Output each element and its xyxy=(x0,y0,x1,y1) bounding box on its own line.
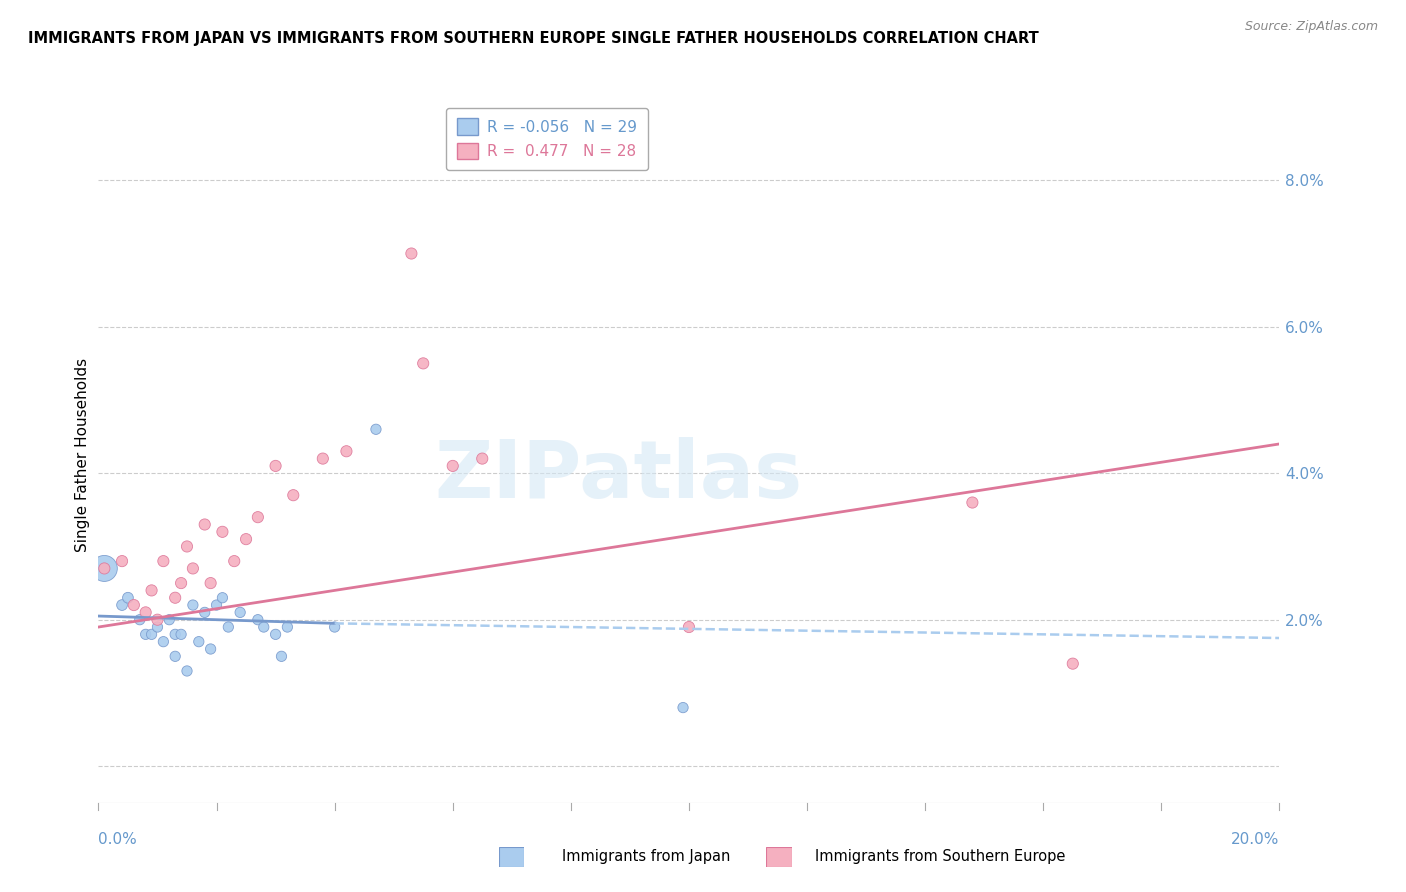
Point xyxy=(471,451,494,466)
Point xyxy=(246,613,269,627)
Point xyxy=(141,627,163,641)
Point xyxy=(141,583,163,598)
Point xyxy=(111,554,134,568)
Point xyxy=(157,613,180,627)
Point xyxy=(117,591,139,605)
Point xyxy=(165,591,187,605)
Point xyxy=(128,613,150,627)
Legend: R = -0.056   N = 29, R =  0.477   N = 28: R = -0.056 N = 29, R = 0.477 N = 28 xyxy=(446,108,648,170)
Point xyxy=(412,356,434,370)
Point xyxy=(401,246,423,260)
Point xyxy=(93,561,115,575)
Point xyxy=(283,488,305,502)
Point xyxy=(962,495,984,509)
Text: Immigrants from Southern Europe: Immigrants from Southern Europe xyxy=(815,849,1066,863)
Point xyxy=(224,554,246,568)
Point xyxy=(217,620,239,634)
Point xyxy=(176,540,198,554)
Point xyxy=(152,634,174,648)
Point xyxy=(441,458,464,473)
Point xyxy=(264,458,287,473)
Point xyxy=(235,532,257,546)
Point xyxy=(276,620,298,634)
Point xyxy=(111,598,134,612)
Point xyxy=(146,620,169,634)
Point xyxy=(122,598,145,612)
Point xyxy=(229,606,252,620)
Point xyxy=(135,606,157,620)
Point xyxy=(253,620,276,634)
Point xyxy=(264,627,287,641)
Point xyxy=(211,524,233,539)
Point xyxy=(170,576,193,591)
Point xyxy=(323,620,346,634)
Point xyxy=(200,576,222,591)
Point xyxy=(335,444,357,458)
Text: 20.0%: 20.0% xyxy=(1232,832,1279,847)
Text: Immigrants from Japan: Immigrants from Japan xyxy=(562,849,731,863)
Text: Source: ZipAtlas.com: Source: ZipAtlas.com xyxy=(1244,20,1378,33)
Text: IMMIGRANTS FROM JAPAN VS IMMIGRANTS FROM SOUTHERN EUROPE SINGLE FATHER HOUSEHOLD: IMMIGRANTS FROM JAPAN VS IMMIGRANTS FROM… xyxy=(28,31,1039,46)
Point xyxy=(146,613,169,627)
Point xyxy=(176,664,198,678)
Point xyxy=(364,422,387,436)
Point xyxy=(312,451,335,466)
Point xyxy=(200,642,222,657)
Text: ZIPatlas: ZIPatlas xyxy=(434,437,803,515)
Point xyxy=(152,554,174,568)
Y-axis label: Single Father Households: Single Father Households xyxy=(75,358,90,552)
Point xyxy=(211,591,233,605)
Point xyxy=(93,561,115,575)
Point xyxy=(187,634,209,648)
Point xyxy=(181,561,204,575)
Point xyxy=(170,627,193,641)
Point xyxy=(270,649,292,664)
Point xyxy=(165,627,187,641)
Point xyxy=(135,627,157,641)
Point xyxy=(1062,657,1084,671)
Point xyxy=(205,598,228,612)
Text: 0.0%: 0.0% xyxy=(98,832,138,847)
Point xyxy=(672,700,695,714)
Point xyxy=(678,620,700,634)
Point xyxy=(165,649,187,664)
Point xyxy=(194,517,217,532)
Point xyxy=(194,606,217,620)
Point xyxy=(246,510,269,524)
Point xyxy=(181,598,204,612)
